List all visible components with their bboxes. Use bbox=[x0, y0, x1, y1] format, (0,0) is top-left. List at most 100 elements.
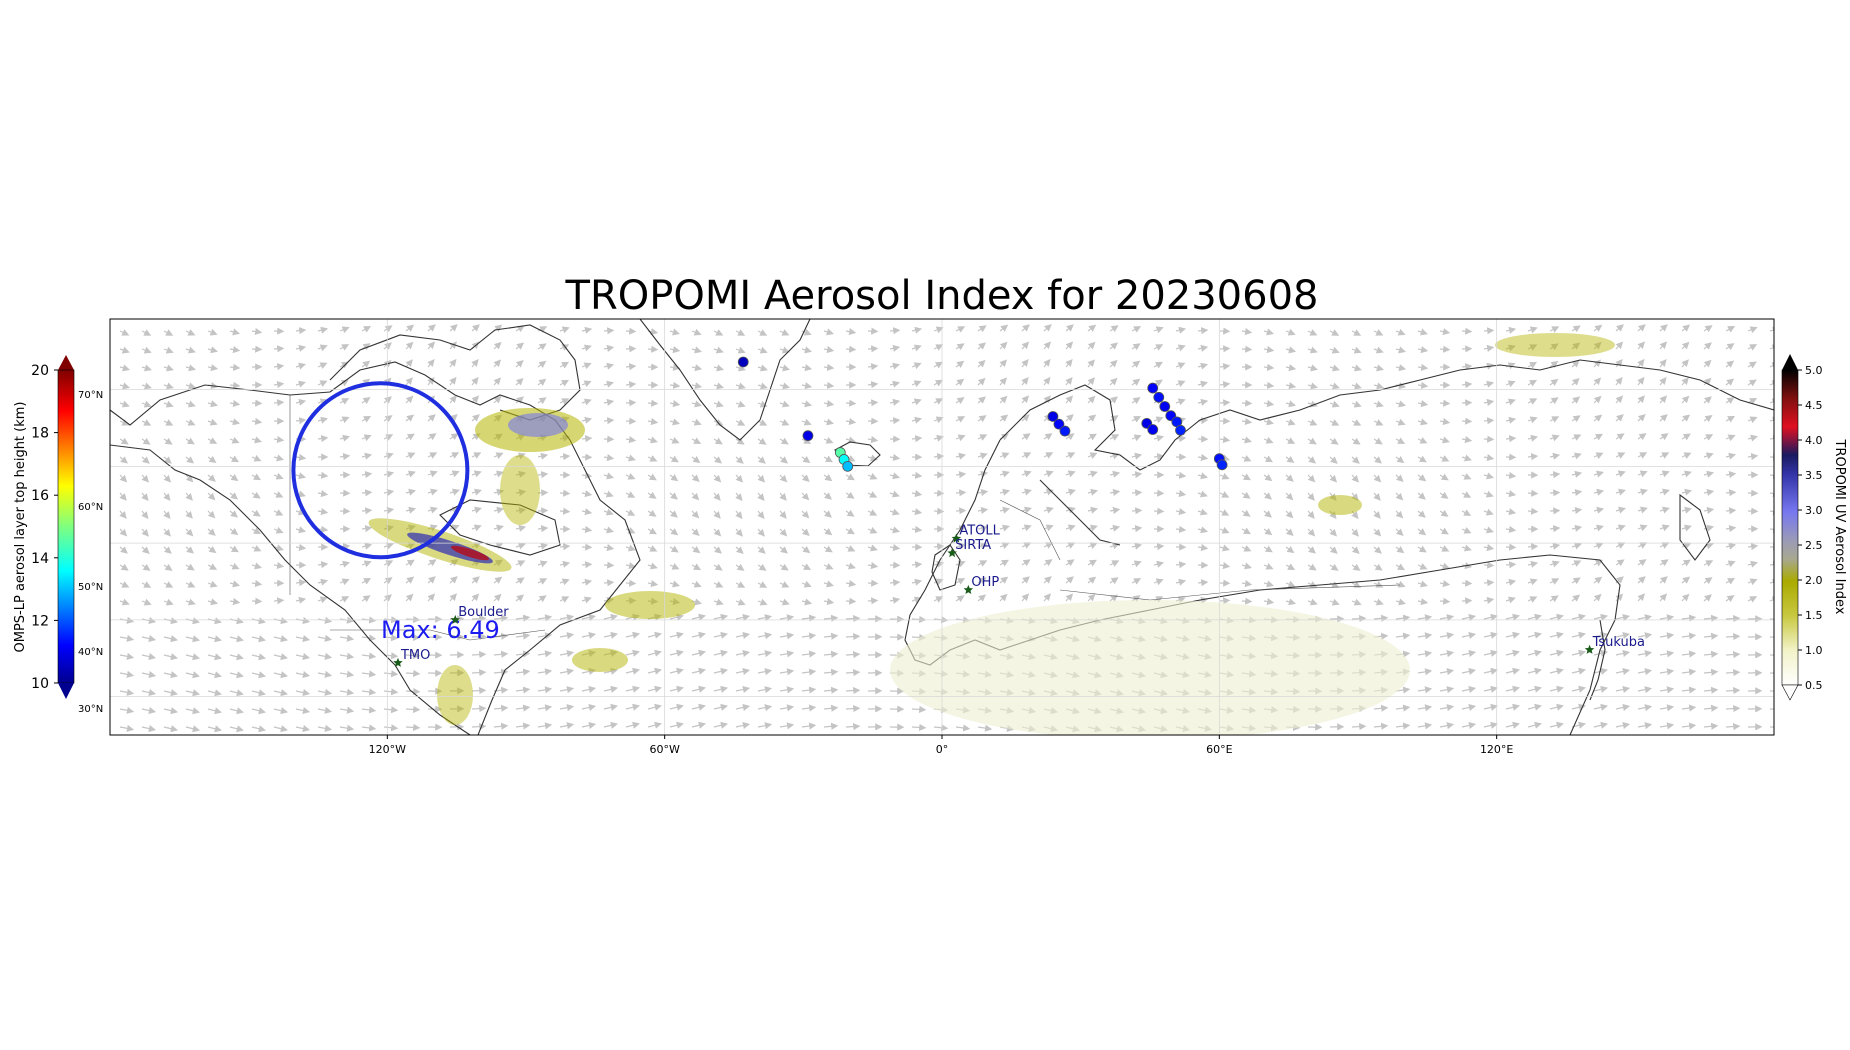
wind-arrow bbox=[1659, 376, 1667, 386]
wind-arrow bbox=[1373, 346, 1384, 354]
wind-arrow bbox=[1417, 437, 1428, 444]
right-colorbar-tick-label: 2.5 bbox=[1805, 539, 1823, 552]
wind-arrow bbox=[1505, 561, 1517, 569]
wind-arrow bbox=[317, 507, 329, 516]
wind-arrow bbox=[1021, 524, 1032, 532]
wind-arrow bbox=[1263, 528, 1273, 536]
max-value-label: Max: 6.49 bbox=[381, 616, 500, 644]
wind-arrow bbox=[845, 632, 861, 641]
wind-arrow bbox=[691, 382, 703, 390]
wind-arrow bbox=[1153, 326, 1164, 334]
wind-arrow bbox=[559, 507, 571, 515]
longitude-ticks: 120°W 60°W 0° 60°E 120°E bbox=[369, 735, 1513, 756]
wind-arrow bbox=[1417, 492, 1426, 500]
wind-arrow bbox=[1637, 506, 1648, 514]
wind-arrow bbox=[889, 417, 901, 425]
wind-arrow bbox=[1681, 395, 1690, 404]
wind-arrow bbox=[1417, 381, 1429, 389]
wind-arrow bbox=[911, 362, 922, 370]
wind-arrow bbox=[273, 380, 285, 389]
wind-arrow bbox=[1725, 415, 1736, 423]
wind-arrow bbox=[1461, 509, 1472, 516]
wind-arrow bbox=[1483, 490, 1494, 498]
wind-arrow bbox=[1131, 378, 1141, 386]
wind-arrow bbox=[1043, 506, 1054, 514]
wind-arrow bbox=[185, 510, 193, 519]
wind-arrow bbox=[1263, 474, 1273, 482]
wind-arrow bbox=[911, 490, 923, 498]
wind-arrow bbox=[163, 474, 172, 483]
wind-arrow bbox=[1351, 474, 1360, 483]
wind-arrow bbox=[1241, 509, 1251, 517]
wind-arrow bbox=[493, 341, 502, 350]
wind-arrow bbox=[1681, 470, 1692, 478]
wind-arrow bbox=[1571, 452, 1582, 460]
wind-arrow bbox=[823, 399, 835, 408]
plume-saharan-asia-haze bbox=[890, 600, 1410, 735]
wind-arrow bbox=[1637, 376, 1645, 386]
wind-arrow bbox=[1197, 453, 1209, 462]
wind-arrow bbox=[1615, 324, 1624, 332]
wind-arrow bbox=[251, 509, 261, 517]
wind-arrow bbox=[889, 362, 901, 370]
wind-arrow bbox=[1439, 491, 1449, 499]
wind-arrow bbox=[1681, 359, 1689, 368]
wind-arrow bbox=[977, 359, 986, 368]
wind-arrow bbox=[1087, 452, 1098, 460]
wind-arrow bbox=[1725, 378, 1735, 386]
wind-arrow bbox=[1439, 455, 1450, 462]
wind-arrow bbox=[1593, 470, 1604, 478]
wind-arrow bbox=[581, 344, 592, 352]
wind-arrow bbox=[493, 506, 505, 514]
wind-arrow bbox=[1703, 470, 1715, 478]
wind-arrow bbox=[163, 364, 174, 372]
wind-arrow bbox=[251, 454, 262, 462]
wind-arrow bbox=[977, 342, 987, 350]
wind-arrow bbox=[933, 344, 944, 351]
wind-arrow bbox=[735, 528, 743, 537]
wind-arrow bbox=[757, 364, 768, 372]
wind-arrow bbox=[1571, 470, 1583, 478]
wind-arrow bbox=[669, 436, 680, 444]
wind-arrow bbox=[911, 380, 922, 388]
wind-arrow bbox=[339, 398, 350, 405]
wind-arrow bbox=[845, 686, 861, 695]
wind-arrow bbox=[713, 329, 724, 336]
wind-arrow bbox=[1505, 326, 1517, 334]
wind-arrow bbox=[1593, 377, 1602, 386]
wind-arrow bbox=[405, 359, 413, 368]
wind-arrow bbox=[647, 345, 659, 353]
wind-arrow bbox=[735, 329, 746, 336]
wind-arrow bbox=[867, 381, 879, 389]
wind-arrow bbox=[845, 436, 856, 444]
wind-arrow bbox=[691, 510, 700, 519]
wind-arrow bbox=[515, 342, 525, 350]
omps-point bbox=[1147, 424, 1159, 435]
wind-arrow bbox=[295, 453, 307, 462]
wind-arrow bbox=[449, 358, 457, 368]
wind-arrow bbox=[1219, 435, 1231, 444]
wind-arrow bbox=[515, 452, 526, 460]
wind-arrow bbox=[1527, 416, 1538, 424]
wind-arrow bbox=[1725, 650, 1741, 659]
wind-arrow bbox=[405, 452, 416, 459]
wind-arrow bbox=[1615, 359, 1623, 368]
wind-arrow bbox=[1351, 614, 1367, 623]
wind-arrow bbox=[603, 526, 614, 534]
wind-arrow bbox=[1549, 397, 1559, 405]
wind-arrow bbox=[339, 416, 350, 424]
latitude-label: 60°N bbox=[78, 502, 103, 513]
wind-arrow bbox=[603, 490, 614, 498]
wind-arrow bbox=[317, 326, 329, 334]
wind-arrow bbox=[1263, 492, 1272, 500]
wind-arrow bbox=[515, 359, 524, 368]
wind-arrow bbox=[185, 382, 197, 390]
omps-point bbox=[737, 356, 749, 368]
wind-arrow bbox=[1043, 324, 1052, 332]
wind-arrow bbox=[405, 705, 421, 714]
wind-arrow bbox=[1373, 364, 1385, 372]
wind-arrow bbox=[845, 328, 857, 336]
wind-arrow bbox=[955, 452, 967, 460]
wind-arrow bbox=[1725, 668, 1741, 677]
wind-arrow bbox=[1087, 341, 1096, 350]
